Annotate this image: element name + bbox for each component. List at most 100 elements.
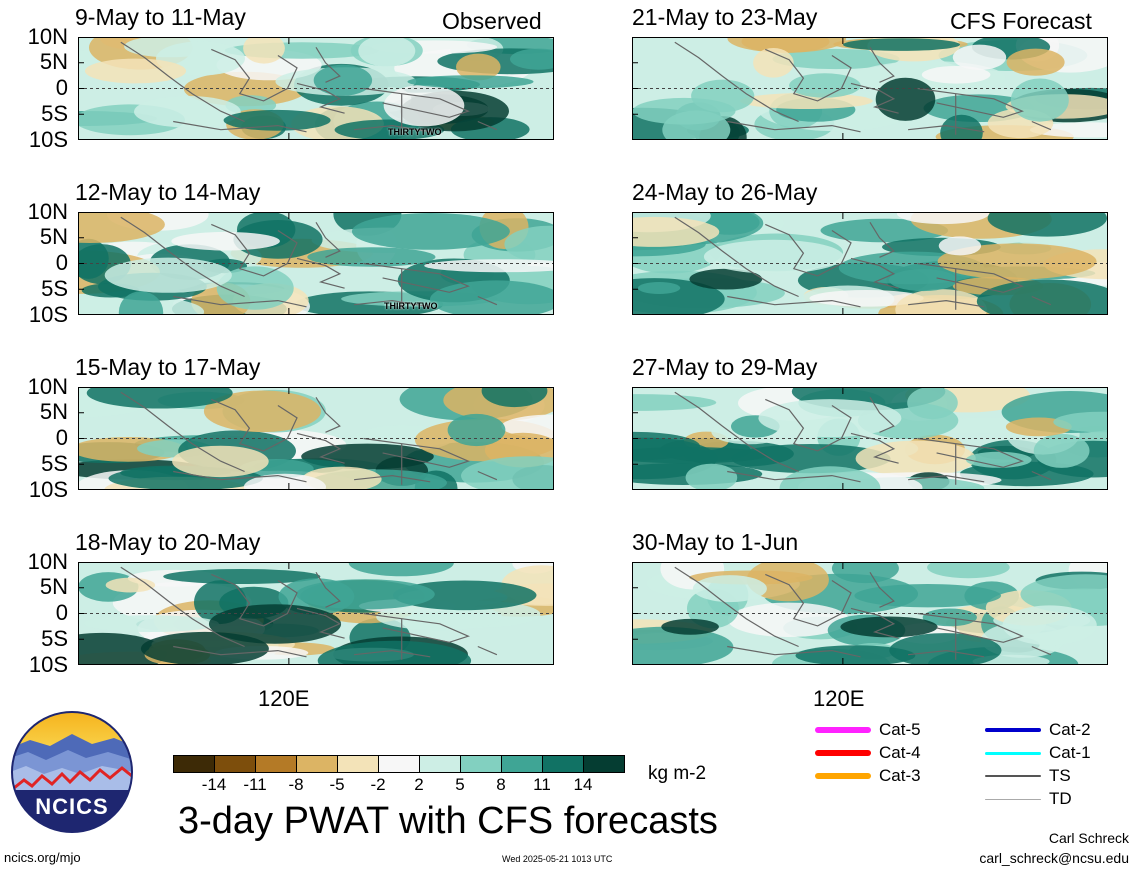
coastline xyxy=(850,257,899,289)
lat-label: 0 xyxy=(55,250,68,275)
colorbar-tick-label: -14 xyxy=(201,775,227,794)
pwat-anomaly-region xyxy=(889,633,1002,665)
map-frame xyxy=(632,562,1108,665)
coastline xyxy=(120,566,245,648)
lat-label: 5S xyxy=(41,276,68,301)
coastline xyxy=(727,470,861,483)
pwat-anomaly-region xyxy=(789,73,861,98)
pwat-anomaly-region xyxy=(83,615,219,632)
legend-line xyxy=(985,751,1041,755)
pwat-anomaly-region xyxy=(921,66,991,84)
colorbar-swatch xyxy=(419,755,461,773)
pwat-anomaly-region xyxy=(461,456,554,490)
footer-url[interactable]: ncics.org/mjo xyxy=(4,850,81,865)
coastline xyxy=(211,48,298,102)
coastline xyxy=(296,257,345,289)
lat-label: 0 xyxy=(55,600,68,625)
coastline xyxy=(354,649,431,658)
pwat-anomaly-region xyxy=(840,616,938,638)
colorbar-tick-label: 2 xyxy=(414,775,424,794)
pwat-anomaly-region xyxy=(456,53,501,81)
legend-cat1: Cat-1 xyxy=(985,743,1091,763)
legend-line xyxy=(985,798,1041,800)
coastline xyxy=(1031,295,1052,306)
coastline xyxy=(477,295,498,306)
legend-cat3: Cat-3 xyxy=(815,766,921,786)
pwat-map xyxy=(78,212,554,315)
pwat-anomaly-region xyxy=(447,413,506,447)
pwat-anomaly-region xyxy=(772,48,900,70)
colorbar-tick-label: 11 xyxy=(533,775,551,794)
map-frame xyxy=(78,387,554,490)
map-panel-left-3 xyxy=(78,387,554,490)
coastline xyxy=(477,645,498,656)
coastline xyxy=(850,607,899,639)
colorbar-swatch xyxy=(460,755,502,773)
coastline xyxy=(1031,120,1052,131)
map-panel-right-4 xyxy=(632,562,1108,665)
coastline xyxy=(315,571,341,608)
lon-label-right: 120E xyxy=(813,686,865,711)
pwat-anomaly-region xyxy=(854,584,1001,608)
pwat-anomaly-region xyxy=(632,97,736,125)
footer-author: Carl Schreck xyxy=(1048,830,1129,846)
legend-cat4: Cat-4 xyxy=(815,743,921,763)
panel-title-left-1: 9-May to 11-May xyxy=(75,4,246,30)
pwat-anomaly-region xyxy=(753,48,794,78)
pwat-anomaly-region xyxy=(1006,48,1065,76)
pwat-anomaly-region xyxy=(940,114,983,140)
pwat-anomaly-region xyxy=(134,95,241,128)
colorbar-swatch xyxy=(501,755,543,773)
coastline xyxy=(315,396,341,433)
storm-label: THIRTYTWO xyxy=(384,301,438,311)
coastline xyxy=(908,299,985,308)
pwat-anomaly-region xyxy=(78,212,165,243)
coastline xyxy=(211,223,298,277)
map-panel-right-3 xyxy=(632,387,1108,490)
coastline xyxy=(315,221,341,258)
pwat-anomaly-region xyxy=(689,268,763,290)
pwat-map xyxy=(78,562,554,665)
panel-title-right-2: 24-May to 26-May xyxy=(632,179,818,205)
coastline xyxy=(674,41,799,123)
pwat-anomaly-region xyxy=(216,266,294,310)
pwat-anomaly-region xyxy=(632,216,720,247)
colorbar-tick-label: -8 xyxy=(288,775,304,794)
pwat-anomaly-region xyxy=(907,387,958,420)
pwat-anomaly-region xyxy=(937,243,1097,280)
pwat-anomaly-region xyxy=(510,48,554,70)
coastline xyxy=(727,120,861,133)
colorbar-swatch xyxy=(378,755,420,773)
coastline xyxy=(363,87,470,118)
logo-text: NCICS xyxy=(35,794,108,819)
pwat-anomaly-region xyxy=(243,37,285,64)
coastline xyxy=(173,645,307,658)
legend-line xyxy=(985,728,1041,732)
coastline xyxy=(674,391,799,473)
colorbar-swatch xyxy=(583,755,625,773)
pwat-anomaly-region xyxy=(746,562,829,602)
main-title: 3-day PWAT with CFS forecasts xyxy=(178,800,718,842)
lat-label: 10S xyxy=(28,477,68,502)
pwat-anomaly-region xyxy=(307,247,436,267)
footer-timestamp: Wed 2025-05-21 1013 UTC xyxy=(502,854,613,864)
lat-label: 10N xyxy=(27,549,68,574)
panel-title-right-1: 21-May to 23-May xyxy=(632,4,818,30)
coastline xyxy=(1031,470,1052,481)
pwat-anomaly-region xyxy=(317,640,472,665)
lat-label: 10N xyxy=(27,199,68,224)
map-panel-right-2 xyxy=(632,212,1108,315)
panel-title-left-3: 15-May to 17-May xyxy=(75,354,261,380)
coastline xyxy=(173,120,307,133)
pwat-anomaly-region xyxy=(632,626,734,665)
coastline xyxy=(765,48,852,102)
pwat-anomaly-region xyxy=(727,37,847,53)
footer-email[interactable]: carl_schreck@ncsu.edu xyxy=(979,850,1129,866)
pwat-anomaly-region xyxy=(896,212,990,225)
pwat-anomaly-region xyxy=(831,562,899,584)
pwat-anomaly-region xyxy=(501,414,554,439)
lat-label: 5N xyxy=(39,399,68,424)
coastline xyxy=(674,216,799,298)
coastline xyxy=(850,82,899,114)
lat-label: 5N xyxy=(39,224,68,249)
